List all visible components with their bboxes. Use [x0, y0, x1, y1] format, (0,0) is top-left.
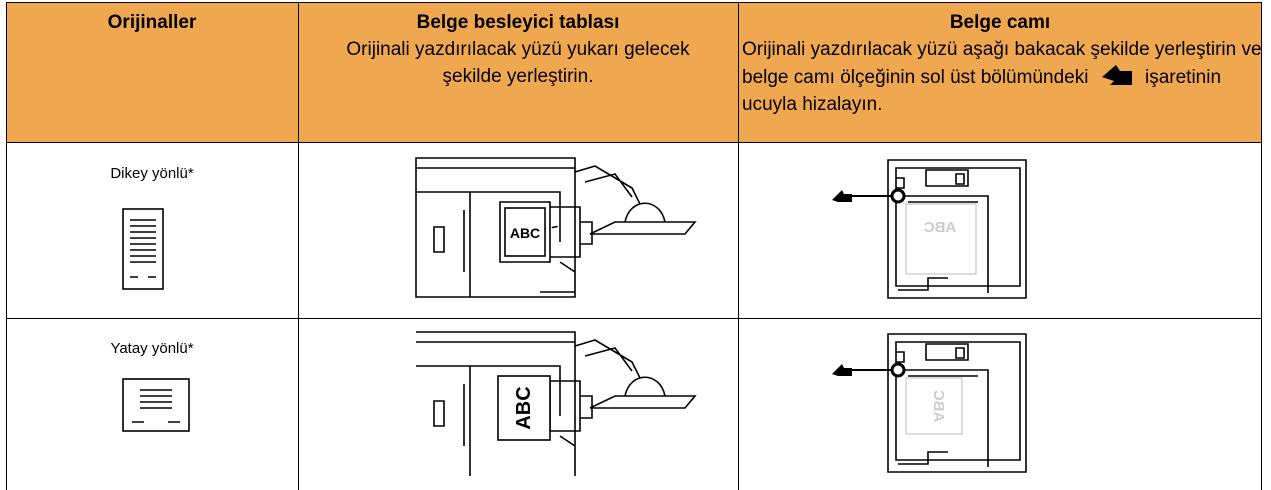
border: [298, 2, 299, 490]
header-text: Orijinali yazdırılacak yüzü aşağı bakaca…: [742, 39, 1262, 88]
feeder-illustration: ABC: [415, 157, 697, 298]
row-label: Yatay yönlü*: [110, 340, 194, 357]
header-title: Belge camı: [949, 12, 1051, 33]
glass-illustration: ABC: [832, 333, 1027, 473]
row-label: Dikey yönlü*: [110, 165, 194, 182]
border: [738, 2, 739, 490]
header-text: işaretinin ucuyla hizalayın.: [742, 67, 1222, 115]
header-cell: Belge besleyici tablası Orijinali yazdır…: [298, 2, 738, 143]
feeder-illustration: ABC: [416, 331, 697, 476]
align-mark-icon: [1101, 65, 1132, 85]
landscape-page-icon: [122, 378, 190, 432]
header-cell: Orijinaller: [6, 2, 298, 143]
header-text: Orijinali yazdırılacak yüzü aşağı bakaca…: [738, 36, 1262, 118]
portrait-page-icon: [122, 208, 164, 290]
border: [1261, 2, 1262, 490]
illustration-text: ABC: [513, 386, 535, 429]
header-title: Orijinaller: [107, 12, 197, 33]
glass-illustration: ABC: [832, 159, 1027, 299]
header-text: Orijinali yazdırılacak yüzü yukarı gelec…: [346, 39, 690, 87]
header-cell: Belge camı Orijinali yazdırılacak yüzü a…: [738, 2, 1262, 143]
illustration-text: ABC: [930, 390, 947, 423]
border: [6, 318, 1262, 319]
illustration-text: ABC: [510, 225, 540, 241]
border: [6, 2, 1262, 3]
illustration-text: ABC: [924, 219, 957, 236]
header-title: Belge besleyici tablası: [416, 12, 620, 33]
border: [6, 2, 7, 490]
